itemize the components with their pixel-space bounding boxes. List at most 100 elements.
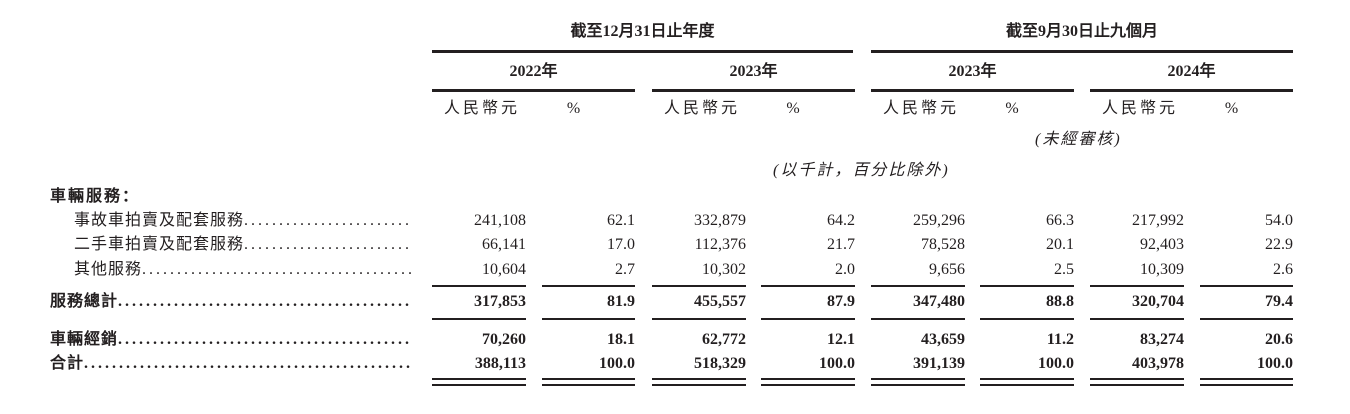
cell-value: 43,659	[921, 331, 965, 348]
subtotal-rule	[542, 318, 635, 320]
cell-value: 83,274	[1140, 331, 1184, 348]
total-double-rule	[1200, 378, 1293, 380]
cell-value: 21.7	[827, 236, 855, 253]
leader-dots: ........................................…	[142, 261, 412, 278]
rule	[871, 89, 1074, 92]
subtotal-rule	[761, 318, 855, 320]
group-header-year-end: 截至12月31日止年度	[570, 23, 715, 40]
cell-value: 66,141	[482, 236, 526, 253]
cell-value: 87.9	[827, 293, 855, 310]
subtotal-rule	[761, 285, 855, 287]
subtotal-rule	[1090, 318, 1184, 320]
row-label: 車輛經銷....................................…	[50, 330, 412, 350]
total-double-rule	[761, 378, 855, 380]
cell-value: 20.1	[1046, 236, 1074, 253]
cell-value: 79.4	[1265, 293, 1293, 310]
cell-value: 20.6	[1265, 331, 1293, 348]
total-double-rule	[1090, 378, 1184, 380]
currency-header: 人民幣元	[1102, 100, 1179, 117]
total-double-rule	[980, 384, 1074, 386]
total-double-rule	[1200, 384, 1293, 386]
subtotal-rule	[1200, 318, 1293, 320]
leader-dots: ........................................…	[118, 293, 412, 310]
subtotal-rule	[1090, 285, 1184, 287]
cell-value: 347,480	[913, 293, 965, 310]
row-label-text: 服務總計	[50, 293, 119, 310]
total-double-rule	[871, 384, 965, 386]
year-2024-nine-months: 2024年	[1167, 63, 1216, 80]
cell-value: 22.9	[1265, 236, 1293, 253]
cell-value: 62,772	[702, 331, 746, 348]
total-double-rule	[761, 384, 855, 386]
subtotal-rule	[980, 318, 1074, 320]
cell-value: 11.2	[1046, 331, 1074, 348]
cell-value: 2.6	[1273, 261, 1293, 278]
rule	[652, 89, 855, 92]
cell-value: 88.8	[1046, 293, 1074, 310]
row-label: 二手車拍賣及配套服務..............................…	[50, 235, 412, 255]
total-double-rule	[871, 378, 965, 380]
percent-header: %	[786, 100, 800, 117]
cell-value: 2.5	[1054, 261, 1074, 278]
leader-dots: ........................................…	[84, 355, 412, 372]
cell-value: 66.3	[1046, 212, 1074, 229]
cell-value: 403,978	[1132, 355, 1184, 372]
cell-value: 518,329	[694, 355, 746, 372]
group-header-nine-months: 截至9月30日止九個月	[1005, 23, 1158, 40]
leader-dots: ........................................…	[244, 212, 412, 229]
subtotal-rule	[871, 285, 965, 287]
total-double-rule	[432, 384, 526, 386]
row-label: 合計......................................…	[50, 354, 412, 374]
percent-header: %	[1224, 100, 1239, 117]
cell-value: 10,604	[482, 261, 526, 278]
cell-value: 12.1	[827, 331, 855, 348]
year-2022: 2022年	[509, 63, 558, 80]
total-double-rule	[652, 384, 746, 386]
year-2023: 2023年	[729, 63, 778, 80]
leader-dots: ........................................…	[244, 236, 412, 253]
leader-dots: ........................................…	[118, 331, 412, 348]
total-double-rule	[1090, 384, 1184, 386]
total-double-rule	[432, 378, 526, 380]
subtotal-rule	[652, 318, 746, 320]
subtotal-rule	[432, 285, 526, 287]
cell-value: 64.2	[827, 212, 855, 229]
total-double-rule	[542, 384, 635, 386]
section-title: 車輛服務：	[50, 188, 141, 205]
cell-value: 391,139	[913, 355, 965, 372]
cell-value: 2.7	[615, 261, 635, 278]
percent-header: %	[1005, 100, 1019, 117]
cell-value: 100.0	[1257, 355, 1293, 372]
rule	[871, 50, 1293, 53]
year-2023-nine-months: 2023年	[948, 63, 997, 80]
cell-value: 259,296	[913, 212, 965, 229]
subtotal-rule	[542, 285, 635, 287]
rule	[1090, 89, 1293, 92]
subtotal-rule	[432, 318, 526, 320]
subtotal-rule	[652, 285, 746, 287]
cell-value: 100.0	[819, 355, 855, 372]
row-label-text: 其他服務	[74, 261, 143, 278]
cell-value: 81.9	[607, 293, 635, 310]
cell-value: 455,557	[694, 293, 746, 310]
currency-header: 人民幣元	[444, 100, 521, 117]
total-double-rule	[542, 378, 635, 380]
cell-value: 9,656	[929, 261, 965, 278]
cell-value: 100.0	[599, 355, 635, 372]
percent-header: %	[566, 100, 581, 117]
row-label-text: 事故車拍賣及配套服務	[74, 212, 245, 229]
row-label: 事故車拍賣及配套服務..............................…	[50, 211, 412, 231]
cell-value: 217,992	[1132, 212, 1184, 229]
total-double-rule	[980, 378, 1074, 380]
cell-value: 2.0	[835, 261, 855, 278]
cell-value: 317,853	[474, 293, 526, 310]
cell-value: 18.1	[607, 331, 635, 348]
cell-value: 388,113	[474, 355, 526, 372]
row-label-text: 二手車拍賣及配套服務	[74, 236, 245, 253]
cell-value: 10,302	[702, 261, 746, 278]
cell-value: 241,108	[474, 212, 526, 229]
unit-note: (以千計，百分比除外)	[773, 162, 950, 179]
cell-value: 70,260	[482, 331, 526, 348]
rule	[432, 89, 635, 92]
rule	[432, 50, 853, 53]
